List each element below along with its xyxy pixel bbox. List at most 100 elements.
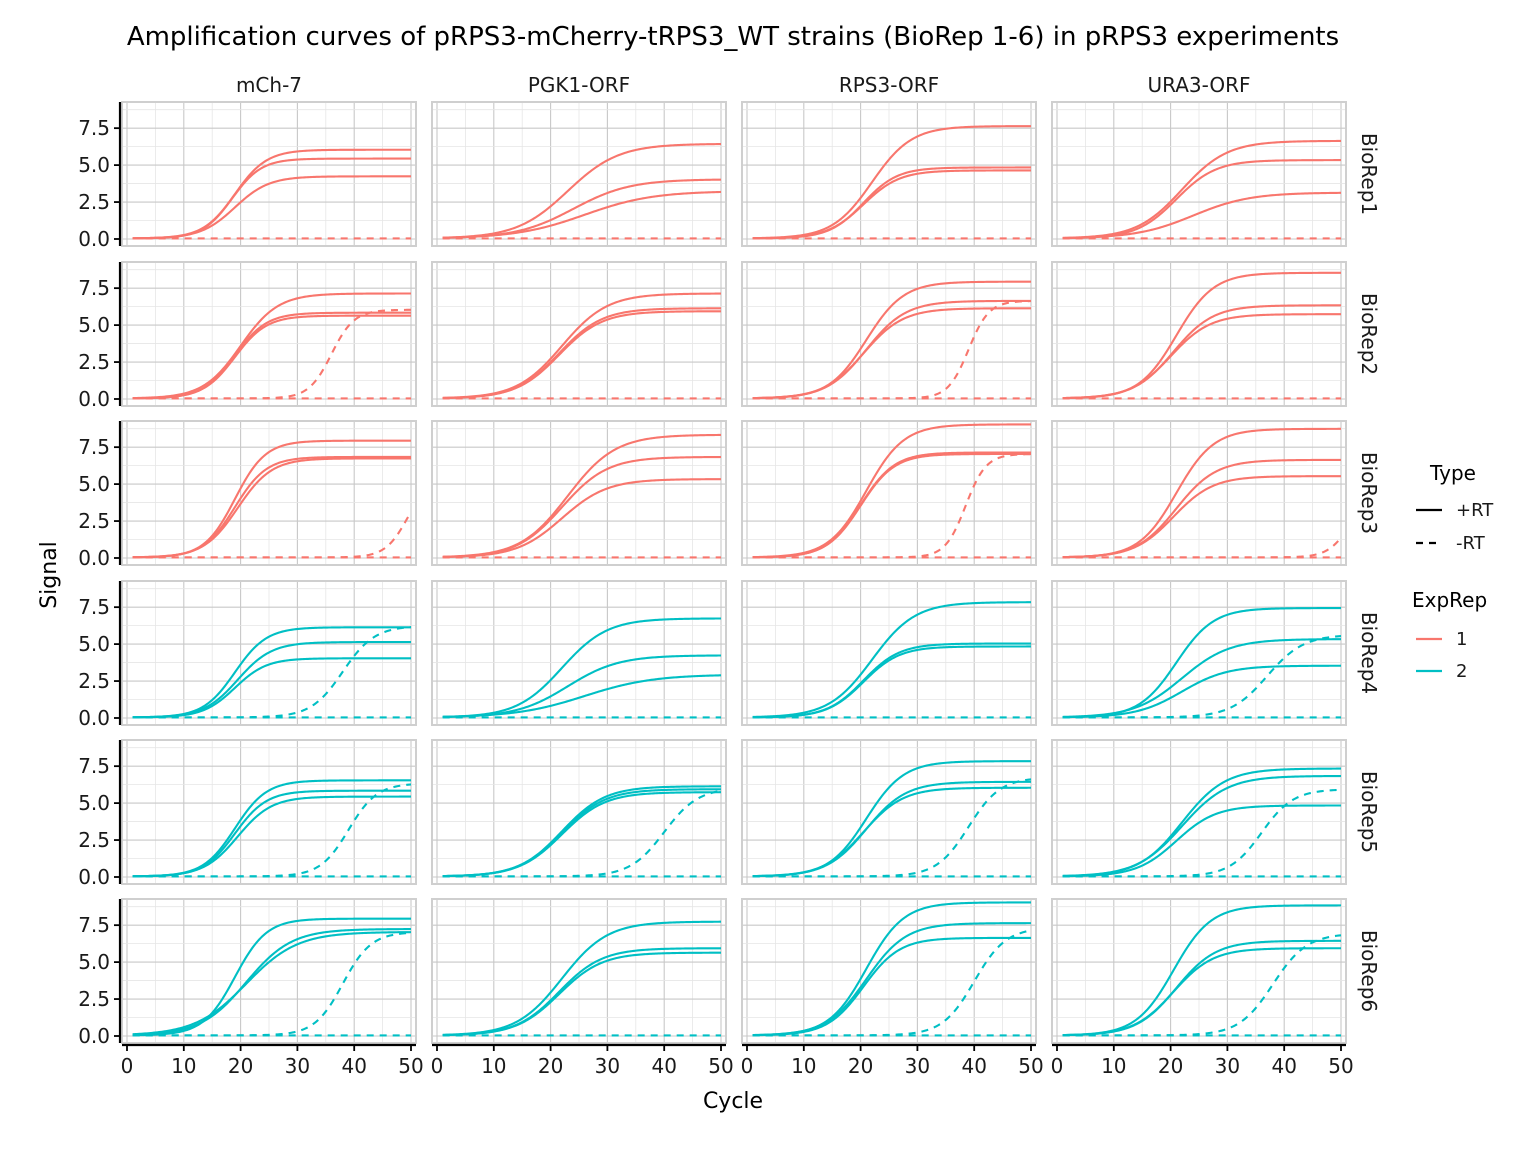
curve-plus-rt-3 (752, 936, 1031, 1037)
y-tick-label: 0.0 (78, 546, 110, 570)
row-strip-label: BioRep5 (1357, 771, 1381, 853)
facet-grid: 0.0 2.5 5.0 7.5 mCh-7 PGK1-ORF RPS3-ORF URA3-OR… (78, 73, 1381, 1078)
panel-border (741, 101, 1037, 247)
x-tick-label: 40 (341, 1054, 366, 1078)
y-tick-label: 2.5 (78, 350, 110, 374)
panel-border (121, 739, 417, 885)
panel-BioRep3-URA3-ORF: BioRep3 (1051, 420, 1381, 566)
x-tick-label: 40 (651, 1054, 676, 1078)
x-tick-label: 30 (905, 1054, 930, 1078)
curve-plus-rt-2 (132, 928, 412, 1036)
curve-plus-rt-2 (1062, 159, 1341, 240)
column-strip-label: URA3-ORF (1147, 73, 1250, 97)
panel-BioRep6-RPS3-ORF: 0 10 20 30 40 50 (741, 898, 1044, 1078)
x-tick-label: 30 (595, 1054, 620, 1078)
curve-minus-rt-1 (1062, 635, 1342, 719)
curve-plus-rt-3 (442, 478, 721, 559)
panel-BioRep1-PGK1-ORF: PGK1-ORF (431, 73, 727, 247)
panel-BioRep5-URA3-ORF: BioRep5 (1051, 739, 1381, 885)
curve-plus-rt-1 (442, 433, 722, 558)
curve-plus-rt-1 (442, 617, 721, 718)
curve-plus-rt-3 (1062, 804, 1341, 878)
curve-plus-rt-3 (132, 457, 411, 559)
x-tick-label: 10 (481, 1054, 506, 1078)
x-tick-label: 50 (1328, 1054, 1353, 1078)
x-tick-label: 30 (1215, 1054, 1240, 1078)
x-tick-label: 50 (398, 1054, 423, 1078)
panel-BioRep2-PGK1-ORF (431, 261, 727, 407)
panel-border (1051, 420, 1347, 566)
y-tick-label: 7.5 (78, 116, 110, 140)
legend-exprep-1-label: 1 (1456, 629, 1467, 650)
panel-BioRep4-RPS3-ORF (741, 580, 1037, 726)
panel-BioRep6-mCh-7: 0.0 2.5 5.0 7.5 0 10 20 30 40 50 (78, 898, 424, 1078)
y-tick-label: 2.5 (78, 509, 110, 533)
column-strip-label: RPS3-ORF (839, 73, 939, 97)
curve-plus-rt-3 (132, 314, 411, 400)
curve-plus-rt-3 (132, 175, 411, 240)
panel-BioRep4-URA3-ORF: BioRep4 (1051, 580, 1381, 726)
panel-border (431, 580, 727, 726)
curve-plus-rt-2 (1062, 458, 1341, 559)
curve-plus-rt-2 (442, 947, 721, 1037)
legend: Type +RT -RT ExpRep 1 2 (1412, 461, 1494, 682)
curve-minus-rt-1 (132, 931, 412, 1037)
panel-border (431, 261, 727, 407)
y-tick-label: 0.0 (78, 227, 110, 251)
row-strip-label: BioRep3 (1357, 452, 1381, 534)
curve-plus-rt-2 (442, 178, 722, 239)
curve-minus-rt-1 (132, 511, 412, 559)
panel-border (431, 739, 727, 885)
curve-plus-rt-3 (132, 931, 412, 1036)
curve-plus-rt-3 (752, 645, 1031, 719)
curve-plus-rt-2 (752, 922, 1031, 1037)
y-tick-label: 0.0 (78, 387, 110, 411)
x-tick-label: 10 (171, 1054, 196, 1078)
x-tick-label: 50 (708, 1054, 733, 1078)
curve-plus-rt-2 (1062, 939, 1342, 1037)
panel-border (431, 898, 727, 1044)
y-tick-label: 2.5 (78, 987, 110, 1011)
column-strip-label: mCh-7 (236, 73, 302, 97)
curve-plus-rt-3 (132, 795, 411, 878)
curve-minus-rt-1 (752, 778, 1032, 878)
curve-plus-rt-3 (442, 310, 721, 400)
curve-plus-rt-3 (1062, 313, 1341, 400)
panel-BioRep2-URA3-ORF: BioRep2 (1051, 261, 1381, 407)
x-tick-label: 50 (1018, 1054, 1043, 1078)
curve-plus-rt-3 (752, 307, 1032, 400)
panel-border (741, 580, 1037, 726)
legend-exprep-2-label: 2 (1456, 661, 1467, 682)
panel-BioRep5-mCh-7: 0.0 2.5 5.0 7.5 (78, 739, 417, 889)
y-tick-label: 5.0 (78, 153, 110, 177)
curve-plus-rt-3 (1062, 664, 1342, 719)
y-tick-label: 5.0 (78, 632, 110, 656)
curve-plus-rt-1 (752, 601, 1032, 718)
panel-BioRep4-PGK1-ORF (431, 580, 727, 726)
curve-plus-rt-3 (132, 657, 411, 719)
curve-plus-rt-1 (442, 920, 722, 1036)
x-tick-label: 20 (538, 1054, 563, 1078)
curve-plus-rt-2 (752, 642, 1031, 719)
x-tick-label: 10 (791, 1054, 816, 1078)
curve-minus-rt-1 (752, 300, 1032, 400)
curve-minus-rt-1 (1062, 934, 1342, 1037)
curve-plus-rt-3 (1062, 191, 1342, 239)
y-tick-label: 7.5 (78, 913, 110, 937)
curve-plus-rt-2 (132, 157, 411, 240)
y-tick-label: 2.5 (78, 190, 110, 214)
curve-plus-rt-3 (442, 791, 721, 878)
panel-border (1051, 580, 1347, 726)
curve-plus-rt-1 (752, 423, 1031, 559)
panel-border (1051, 261, 1347, 407)
panel-BioRep6-PGK1-ORF: 0 10 20 30 40 50 (431, 898, 734, 1078)
curve-plus-rt-1 (132, 292, 411, 400)
y-tick-label: 7.5 (78, 595, 110, 619)
x-tick-label: 40 (1271, 1054, 1296, 1078)
panel-border (741, 261, 1037, 407)
panel-border (431, 420, 727, 566)
curve-plus-rt-2 (752, 166, 1031, 240)
panel-border (121, 101, 417, 247)
curve-plus-rt-2 (132, 641, 411, 719)
